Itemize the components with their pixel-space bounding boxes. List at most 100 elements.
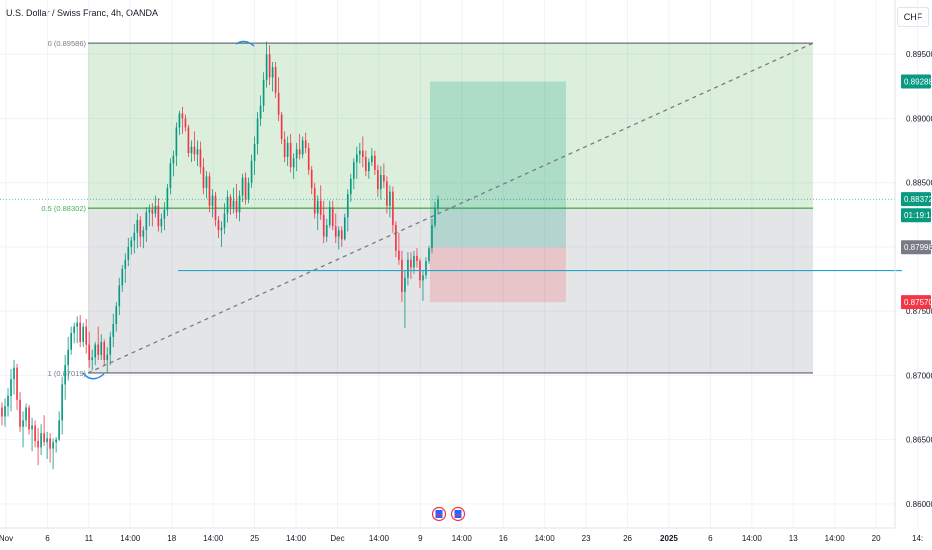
time-tick-label: 9 bbox=[418, 534, 423, 543]
currency-button[interactable]: CHF bbox=[897, 7, 929, 27]
time-tick-label: 13 bbox=[789, 534, 798, 543]
candle-body bbox=[337, 230, 340, 237]
candle-body bbox=[395, 225, 397, 251]
candle-body bbox=[97, 344, 100, 355]
candle-body bbox=[88, 344, 91, 360]
candle-body bbox=[413, 255, 415, 268]
candle-body bbox=[377, 169, 379, 190]
candle-body bbox=[214, 195, 217, 220]
time-tick-label: 20 bbox=[872, 534, 881, 543]
time-tick-label: 16 bbox=[499, 534, 508, 543]
candle-body bbox=[136, 219, 139, 233]
candle-body bbox=[142, 230, 145, 237]
candle-body bbox=[304, 140, 307, 149]
candle-body bbox=[374, 155, 376, 170]
candle-body bbox=[380, 175, 382, 190]
candle-body bbox=[28, 407, 30, 430]
time-tick-label: Nov bbox=[0, 534, 13, 543]
candle-body bbox=[271, 67, 274, 78]
candle-body bbox=[1, 407, 3, 417]
candle-body bbox=[383, 175, 385, 182]
time-tick-label: 2025 bbox=[660, 534, 678, 543]
price-tag bbox=[901, 192, 931, 207]
time-tick-label: 14:00 bbox=[535, 534, 556, 543]
candle-body bbox=[310, 169, 313, 188]
candle-body bbox=[401, 259, 403, 292]
candle-body bbox=[124, 259, 127, 269]
time-tick-label: 14:00 bbox=[369, 534, 390, 543]
price-tag bbox=[901, 240, 931, 255]
candle-body bbox=[289, 142, 292, 168]
candle-body bbox=[76, 322, 78, 327]
candle-body bbox=[346, 194, 349, 218]
candle-body bbox=[404, 277, 406, 292]
candle-body bbox=[425, 261, 427, 276]
candle-body bbox=[259, 105, 262, 119]
candle-body bbox=[316, 200, 319, 214]
candle-body bbox=[298, 149, 301, 155]
candle-body bbox=[437, 199, 439, 209]
candle-body bbox=[16, 367, 18, 400]
candle-body bbox=[178, 113, 181, 128]
candle-body bbox=[115, 306, 118, 325]
price-tag bbox=[901, 74, 931, 89]
candle-body bbox=[365, 157, 367, 172]
candle-body bbox=[410, 259, 412, 268]
candle-body bbox=[133, 232, 136, 241]
candle-body bbox=[416, 255, 418, 262]
candle-body bbox=[292, 158, 295, 168]
candle-body bbox=[322, 214, 325, 237]
candle-body bbox=[220, 227, 223, 231]
candle-body bbox=[368, 162, 370, 172]
candle-body bbox=[328, 207, 331, 226]
time-axis: Nov 6 11 14:00 18 14:00 25 14:00 Dec 14:00 9 14:00 1… bbox=[0, 527, 923, 543]
candle-body bbox=[238, 195, 241, 213]
candle-body bbox=[85, 326, 88, 345]
candle-body bbox=[428, 248, 430, 262]
candle-body bbox=[190, 146, 193, 154]
candle-body bbox=[253, 144, 256, 161]
price-tag-label: 0.87570 bbox=[904, 298, 932, 307]
candle-body bbox=[358, 150, 361, 155]
candle-body bbox=[184, 118, 187, 128]
candle-body bbox=[181, 113, 184, 119]
candle-body bbox=[22, 420, 24, 427]
candle-body bbox=[49, 438, 51, 449]
candle-body bbox=[46, 438, 48, 443]
candle-body bbox=[389, 191, 391, 206]
candle-body bbox=[199, 149, 202, 168]
price-tag-label: 01:19:16 bbox=[904, 211, 932, 220]
candle-body bbox=[256, 118, 259, 145]
candle-body bbox=[431, 225, 433, 249]
candle-body bbox=[386, 181, 388, 206]
candle-body bbox=[10, 379, 12, 396]
candle-body bbox=[274, 67, 277, 93]
candle-body bbox=[286, 142, 289, 158]
fib-level-label: 1 (0.87019) bbox=[48, 369, 87, 378]
candle-body bbox=[37, 440, 39, 448]
candle-body bbox=[100, 342, 103, 355]
time-tick-label: 11 bbox=[85, 534, 94, 543]
candle-body bbox=[325, 225, 328, 237]
time-tick-label: 14: bbox=[912, 534, 923, 543]
candle-body bbox=[226, 196, 229, 214]
candle-body bbox=[25, 407, 27, 421]
candle-body bbox=[55, 439, 57, 443]
candle-body bbox=[64, 365, 66, 385]
candle-body bbox=[244, 177, 247, 200]
candle-body bbox=[434, 208, 436, 226]
time-tick-label: 14:00 bbox=[203, 534, 224, 543]
candle-body bbox=[280, 114, 283, 140]
candle-body bbox=[268, 54, 271, 78]
candle-body bbox=[73, 326, 75, 334]
candle-body bbox=[362, 150, 364, 158]
candle-body bbox=[331, 207, 334, 227]
candle-body bbox=[247, 182, 250, 200]
candle-body bbox=[91, 357, 94, 360]
candle-body bbox=[241, 177, 244, 196]
candle-body bbox=[61, 384, 63, 421]
